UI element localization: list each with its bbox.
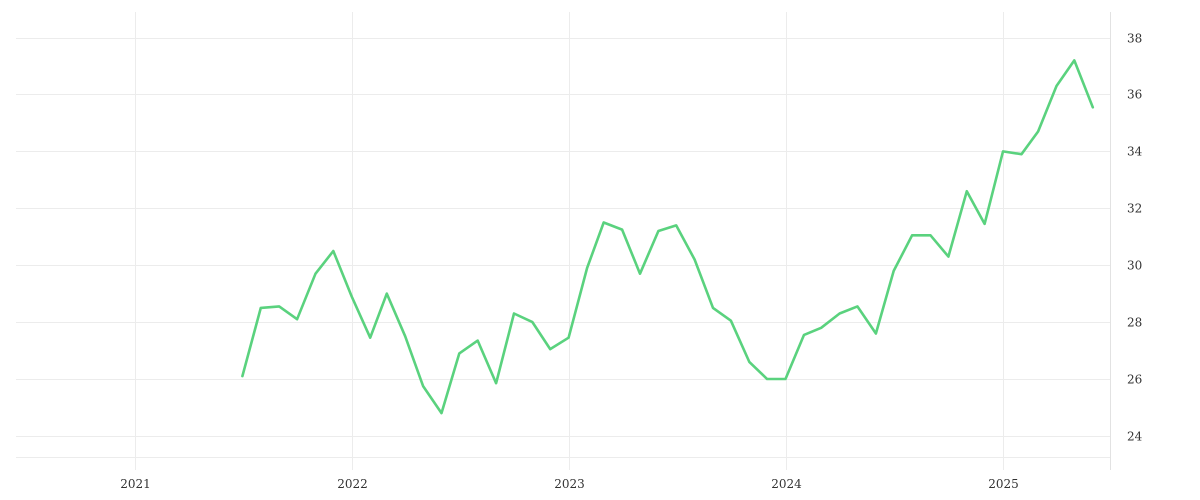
x-tick-label: 2024 [771,477,802,491]
y-tick-label: 38 [1127,32,1142,46]
series-layer [241,59,1095,415]
y-tick-label: 24 [1127,430,1143,444]
x-tick-label: 2023 [554,477,585,491]
x-axis-ticks: 2021 2022 2023 2024 2025 [120,477,1019,491]
y-tick-label: 34 [1127,145,1143,159]
y-tick-label: 30 [1127,259,1142,273]
y-tick-label: 26 [1127,373,1142,387]
x-tick-label: 2022 [337,477,368,491]
y-tick-label: 32 [1127,202,1142,216]
grid [16,12,1110,470]
x-tick-label: 2021 [120,477,151,491]
y-axis-ticks: 24 26 28 30 32 34 36 38 [1127,32,1143,444]
x-tick-label: 2025 [988,477,1019,491]
y-tick-label: 28 [1127,316,1142,330]
y-tick-label: 36 [1127,88,1142,102]
series-line-0 [241,59,1095,415]
